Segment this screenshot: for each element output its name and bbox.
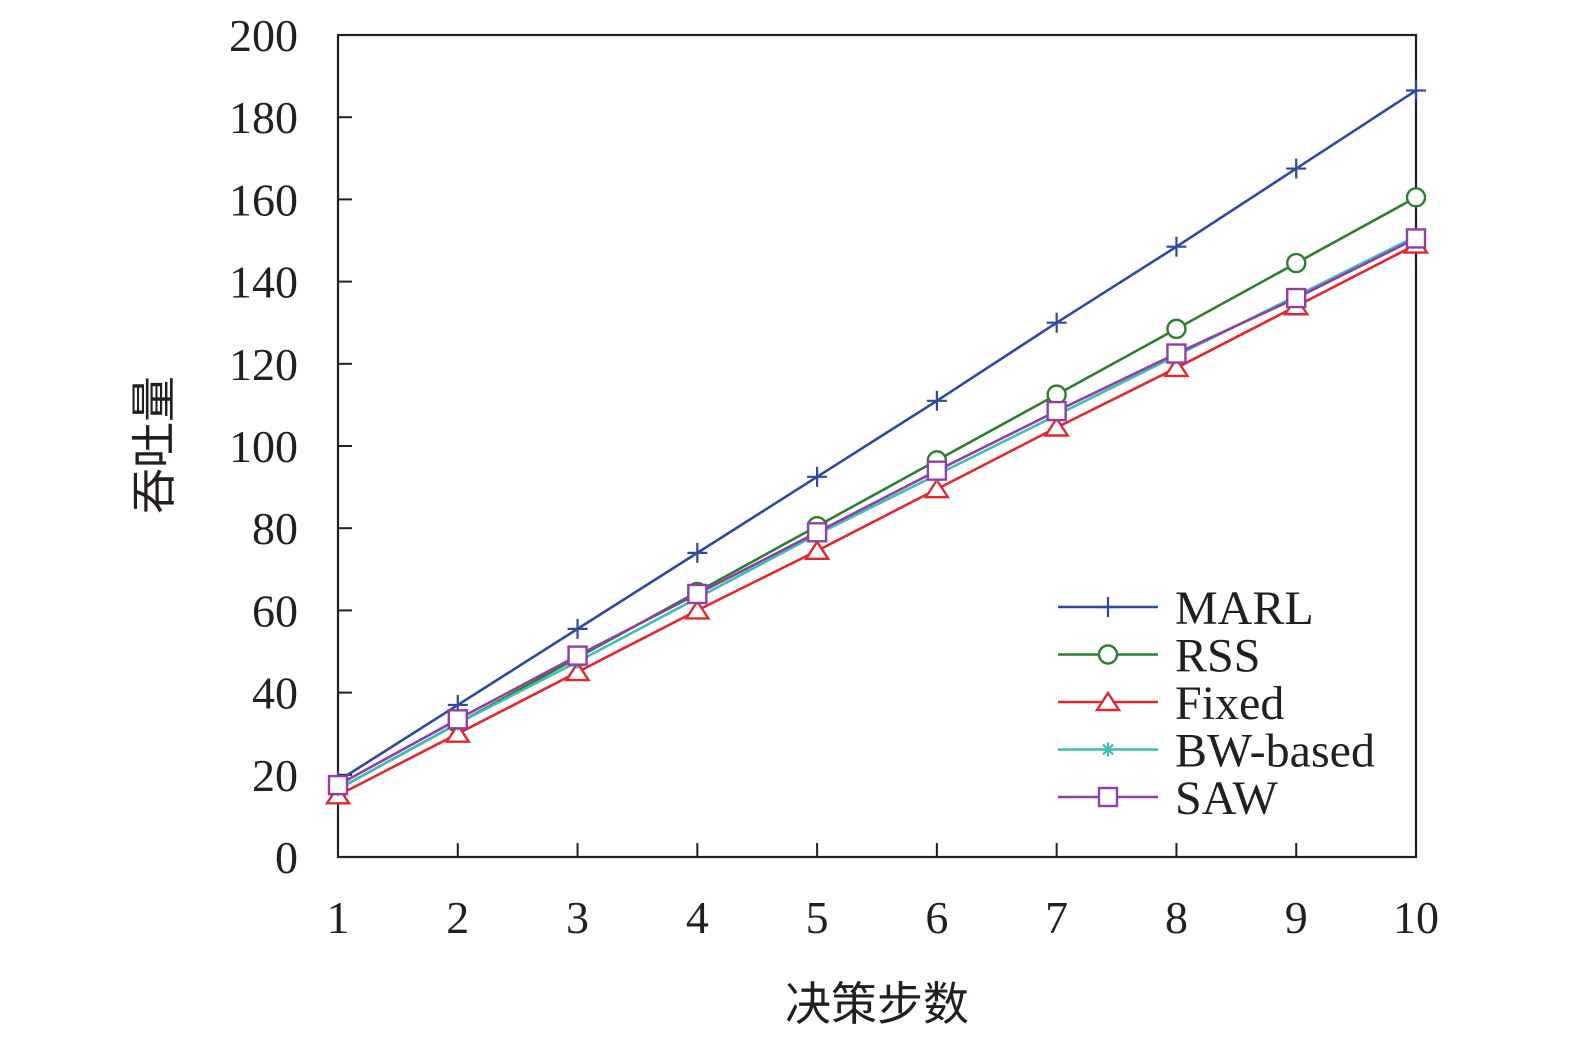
x-tick-label: 9: [1285, 892, 1308, 943]
y-tick-label: 200: [229, 10, 298, 61]
data-point-rss: [1286, 252, 1307, 274]
legend-marker: [1098, 597, 1118, 617]
data-point-saw: [1046, 400, 1067, 422]
legend-label: MARL: [1175, 582, 1314, 635]
legend-item-marl: MARL: [1058, 582, 1314, 635]
legend-marker: [1097, 786, 1119, 808]
y-tick-label: 0: [275, 832, 298, 883]
y-tick-label: 60: [252, 585, 298, 636]
data-point-marl: [1286, 158, 1307, 179]
data-point-fixed: [444, 722, 471, 743]
x-tick-label: 8: [1165, 892, 1188, 943]
legend-item-fixed: Fixed: [1058, 677, 1284, 730]
y-tick-label: 80: [252, 503, 298, 554]
data-point-fixed: [564, 660, 591, 682]
data-point-saw: [327, 774, 349, 796]
legend-label: RSS: [1175, 630, 1260, 683]
series-marl: [328, 80, 1426, 791]
x-tick-label: 3: [566, 892, 589, 943]
y-tick-label: 100: [229, 421, 298, 472]
legend-label: Fixed: [1175, 677, 1284, 730]
y-tick-label: 160: [229, 174, 298, 225]
data-point-marl: [1166, 236, 1187, 257]
data-point-saw: [806, 522, 828, 543]
data-point-saw: [1166, 343, 1187, 364]
data-point-saw: [567, 645, 588, 666]
data-point-saw: [1405, 228, 1427, 249]
data-point-saw: [1286, 287, 1307, 309]
data-point-saw: [447, 709, 468, 730]
x-tick-label: 2: [446, 892, 469, 943]
legend-item-saw: SAW: [1058, 772, 1279, 825]
legend-item-rss: RSS: [1058, 630, 1260, 683]
series-layer: [324, 80, 1430, 805]
data-point-marl: [1046, 312, 1067, 333]
x-axis: 1 2 3 4 5 6 7 8 9 10: [327, 843, 1439, 943]
data-point-marl: [687, 542, 708, 563]
series-line-rss: [337, 196, 1417, 791]
legend-item-bw-based: BW-based: [1058, 725, 1375, 778]
y-axis: 0 20 40 60 80 100 120 140 160 180 200: [229, 10, 352, 883]
data-point-saw: [687, 583, 708, 605]
data-point-fixed: [803, 539, 831, 561]
series-line-saw: [337, 237, 1417, 787]
y-tick-label: 40: [252, 668, 298, 719]
series-saw: [327, 228, 1427, 796]
data-point-rss: [1405, 187, 1427, 208]
legend-label: BW-based: [1175, 725, 1375, 778]
data-point-fixed: [923, 477, 951, 499]
y-tick-label: 180: [229, 92, 298, 143]
data-point-marl: [926, 390, 947, 411]
legend-marker: [1101, 742, 1115, 757]
data-point-marl: [567, 618, 588, 639]
y-tick-label: 120: [229, 339, 298, 390]
data-point-fixed: [1043, 416, 1070, 437]
y-axis-label: 吞吐量: [129, 376, 180, 514]
x-tick-label: 6: [925, 892, 948, 943]
series-line-fixed: [337, 243, 1417, 797]
x-tick-label: 7: [1045, 892, 1068, 943]
data-point-rss: [1166, 318, 1187, 340]
legend-label: SAW: [1175, 772, 1279, 825]
data-point-fixed: [1163, 356, 1190, 378]
y-tick-label: 20: [252, 750, 298, 801]
x-tick-label: 10: [1393, 892, 1439, 943]
legend-marker: [1097, 644, 1119, 665]
data-point-saw: [926, 460, 948, 481]
x-tick-label: 1: [327, 892, 350, 943]
x-axis-label: 决策步数: [785, 979, 969, 1030]
data-point-fixed: [684, 599, 711, 620]
legend-marker: [1094, 690, 1122, 712]
x-tick-label: 5: [806, 892, 829, 943]
series-line-marl: [337, 89, 1417, 783]
data-point-marl: [807, 466, 828, 487]
y-tick-label: 140: [229, 257, 298, 308]
x-tick-label: 4: [686, 892, 709, 943]
data-point-marl: [1406, 80, 1426, 101]
